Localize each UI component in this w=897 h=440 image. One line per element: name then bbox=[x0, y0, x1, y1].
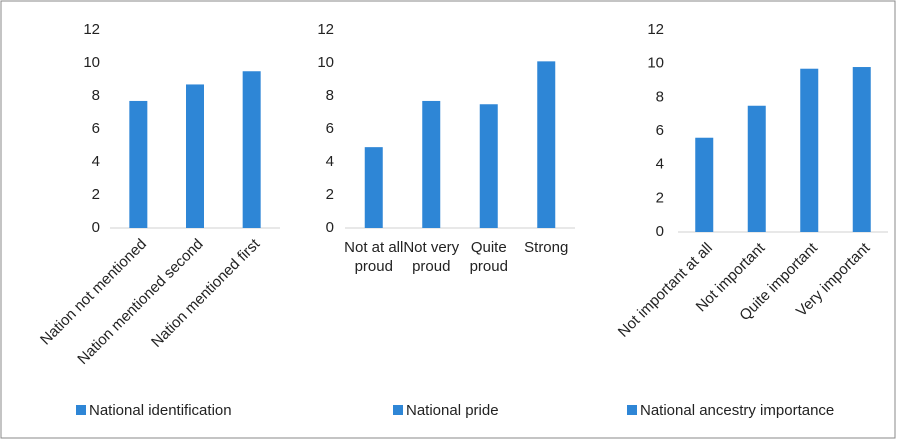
bar bbox=[479, 104, 498, 228]
legend-label: National pride bbox=[406, 402, 499, 419]
y-tick-label: 6 bbox=[656, 122, 664, 139]
legend-label: National ancestry importance bbox=[640, 402, 834, 419]
x-tick-label: Quite proud bbox=[469, 239, 508, 275]
y-tick-label: 0 bbox=[656, 223, 664, 240]
bar bbox=[800, 68, 819, 232]
x-tick-label-box: Not at all proud bbox=[344, 239, 404, 275]
legend-label: National identification bbox=[89, 402, 232, 419]
bar bbox=[695, 137, 714, 232]
x-tick-label: Not at all proud bbox=[344, 239, 404, 275]
y-tick-label: 2 bbox=[92, 186, 100, 203]
x-tick-label-box: Quite proud bbox=[469, 239, 508, 275]
y-tick-label: 0 bbox=[92, 219, 100, 236]
bar bbox=[747, 105, 766, 232]
y-tick-label: 12 bbox=[317, 21, 334, 38]
y-tick-label: 2 bbox=[656, 189, 664, 206]
y-tick-label: 8 bbox=[656, 88, 664, 105]
y-tick-label: 6 bbox=[92, 120, 100, 137]
y-tick-label: 8 bbox=[92, 87, 100, 104]
y-tick-label: 10 bbox=[647, 55, 664, 72]
legend-swatch bbox=[627, 405, 637, 415]
y-tick-label: 4 bbox=[92, 153, 100, 170]
y-tick-label: 6 bbox=[326, 120, 334, 137]
y-tick-label: 4 bbox=[326, 153, 334, 170]
y-tick-label: 12 bbox=[83, 21, 100, 38]
bar bbox=[852, 67, 871, 233]
x-tick-label-box: Not very proud bbox=[403, 239, 460, 275]
bar bbox=[422, 100, 441, 228]
y-tick-label: 2 bbox=[326, 186, 334, 203]
bar bbox=[242, 71, 261, 228]
bar bbox=[186, 84, 204, 228]
y-tick-label: 0 bbox=[326, 219, 334, 236]
legend-swatch bbox=[76, 405, 86, 415]
bar bbox=[364, 147, 383, 228]
y-tick-label: 8 bbox=[326, 87, 334, 104]
bar bbox=[129, 100, 148, 228]
x-tick-label: Not very proud bbox=[403, 239, 460, 275]
legend-swatch bbox=[393, 405, 403, 415]
y-tick-label: 10 bbox=[83, 54, 100, 71]
y-tick-label: 12 bbox=[647, 21, 664, 38]
bar bbox=[537, 61, 556, 228]
x-tick-label-box: Strong bbox=[524, 239, 569, 256]
x-tick-label: Strong bbox=[524, 239, 569, 256]
y-tick-label: 10 bbox=[317, 54, 334, 71]
y-tick-label: 4 bbox=[656, 156, 664, 173]
